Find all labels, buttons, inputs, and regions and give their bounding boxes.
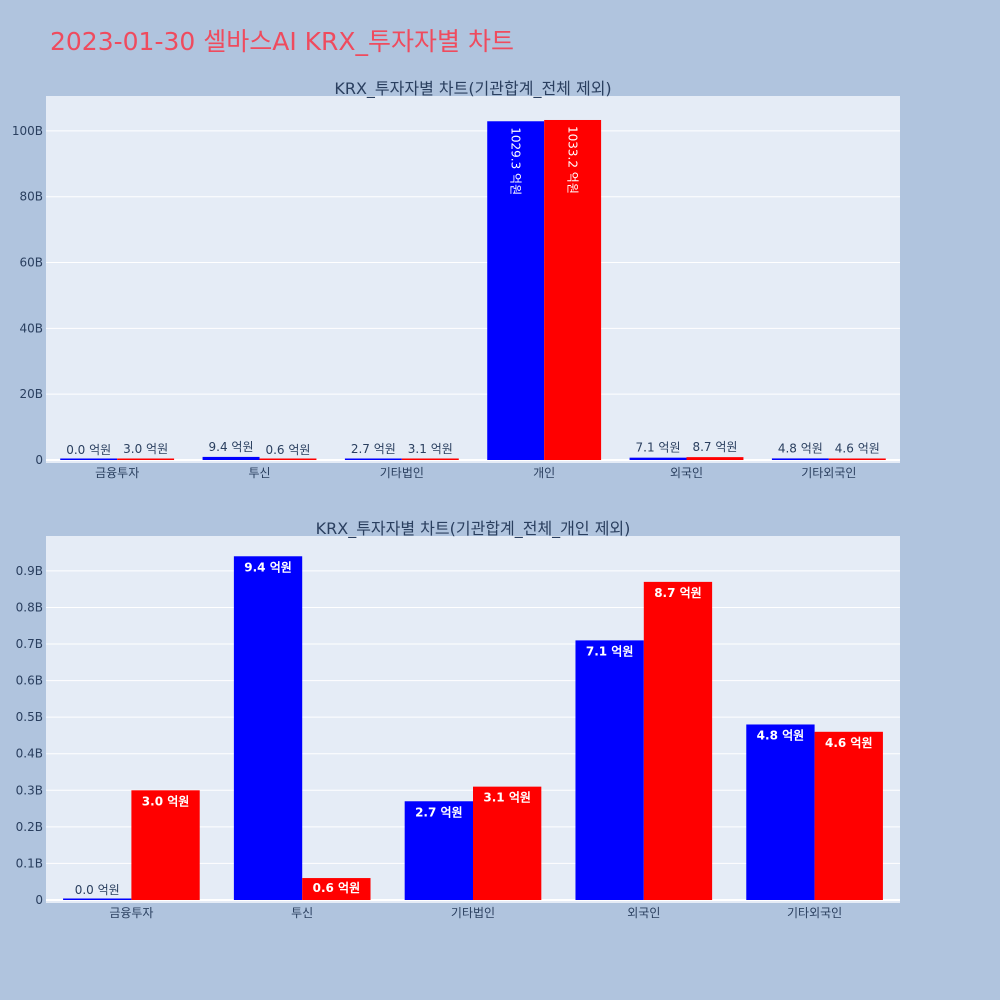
y-tick-label: 0 xyxy=(35,893,43,907)
bar xyxy=(63,898,132,900)
bar-value-label: 2.7 억원 xyxy=(415,805,463,819)
bar xyxy=(302,878,371,900)
bar-value-label: 8.7 억원 xyxy=(654,586,702,600)
bar-value-label: 3.0 억원 xyxy=(142,794,190,808)
y-tick-label: 20B xyxy=(19,387,43,401)
x-tick-label: 기타법인 xyxy=(451,906,495,920)
y-tick-label: 0.1B xyxy=(16,856,43,870)
y-tick-label: 0.6B xyxy=(16,674,43,688)
bar-value-label: 0.0 억원 xyxy=(66,443,111,457)
bar-value-label: 4.6 억원 xyxy=(825,736,873,750)
bar-value-label: 7.1 억원 xyxy=(636,441,681,455)
y-tick-label: 0.4B xyxy=(16,747,43,761)
bar xyxy=(202,456,260,460)
bar xyxy=(575,640,644,900)
bar-value-label: 1029.3 억원 xyxy=(509,127,523,195)
x-tick-label: 투신 xyxy=(248,466,270,480)
x-tick-label: 외국인 xyxy=(670,466,703,480)
bar xyxy=(544,119,602,460)
bar-value-label: 3.1 억원 xyxy=(408,442,453,456)
bar-value-label: 0.6 억원 xyxy=(313,881,361,895)
bar xyxy=(814,731,883,900)
y-tick-label: 0.9B xyxy=(16,564,43,578)
bar-value-label: 8.7 억원 xyxy=(692,440,737,454)
x-tick-label: 기타법인 xyxy=(380,466,424,480)
y-tick-label: 0.3B xyxy=(16,783,43,797)
x-tick-label: 기타외국인 xyxy=(801,466,856,480)
x-tick-label: 금융투자 xyxy=(95,466,139,480)
bar xyxy=(643,581,713,900)
bar-value-label: 3.1 억원 xyxy=(483,791,531,805)
bar xyxy=(60,458,118,460)
bar-value-label: 9.4 억원 xyxy=(209,440,254,454)
bar-value-label: 7.1 억원 xyxy=(586,644,634,658)
bar xyxy=(746,724,815,900)
y-tick-label: 0.5B xyxy=(16,710,43,724)
bar xyxy=(473,786,542,900)
x-tick-label: 개인 xyxy=(533,466,555,480)
bar-value-label: 1033.2 억원 xyxy=(566,126,580,194)
bar xyxy=(828,458,886,460)
bar xyxy=(629,457,687,460)
subplot-title: KRX_투자자별 차트(기관합계_전체 제외) xyxy=(334,79,611,99)
bar xyxy=(686,457,744,460)
bar-value-label: 3.0 억원 xyxy=(123,442,168,456)
subplot-title: KRX_투자자별 차트(기관합계_전체_개인 제외) xyxy=(316,519,631,539)
plot-area xyxy=(46,96,900,463)
bar xyxy=(259,458,317,460)
bar-value-label: 0.6 억원 xyxy=(265,443,310,457)
x-tick-label: 기타외국인 xyxy=(787,906,842,920)
y-tick-label: 0.2B xyxy=(16,820,43,834)
chart-1: 0 20B 40B 60B 80B 100B KRX_투자자별 차트(기관합계_전체 제외)… xyxy=(12,79,900,480)
bar xyxy=(344,458,402,460)
bar-value-label: 9.4 억원 xyxy=(244,560,292,574)
y-tick-label: 40B xyxy=(19,321,43,335)
y-tick-label: 0.8B xyxy=(16,600,43,614)
x-tick-label: 투신 xyxy=(291,906,313,920)
y-tick-label: 80B xyxy=(19,190,43,204)
y-tick-label: 0 xyxy=(35,453,43,467)
chart-2: 0 0.1B 0.2B 0.3B 0.4B 0.5B 0.6B 0.7B 0.8B 0.9B KRX… xyxy=(16,519,900,920)
x-tick-label: 금융투자 xyxy=(109,906,153,920)
bar-value-label: 2.7 억원 xyxy=(351,442,396,456)
bar xyxy=(401,458,459,460)
bar xyxy=(117,458,175,460)
bar xyxy=(771,458,829,460)
bar-value-label: 4.8 억원 xyxy=(757,728,805,742)
bar-value-label: 4.8 억원 xyxy=(778,441,823,455)
bar-value-label: 4.6 억원 xyxy=(835,441,880,455)
x-tick-label: 외국인 xyxy=(627,906,660,920)
bar xyxy=(404,801,473,900)
bar-value-label: 0.0 억원 xyxy=(75,883,120,897)
y-tick-label: 60B xyxy=(19,256,43,270)
bar xyxy=(233,556,303,900)
bar xyxy=(487,121,545,460)
bar xyxy=(131,790,200,900)
y-tick-label: 0.7B xyxy=(16,637,43,651)
page-title: 2023-01-30 셀바스AI KRX_투자자별 차트 xyxy=(50,27,514,56)
y-tick-label: 100B xyxy=(12,124,43,138)
